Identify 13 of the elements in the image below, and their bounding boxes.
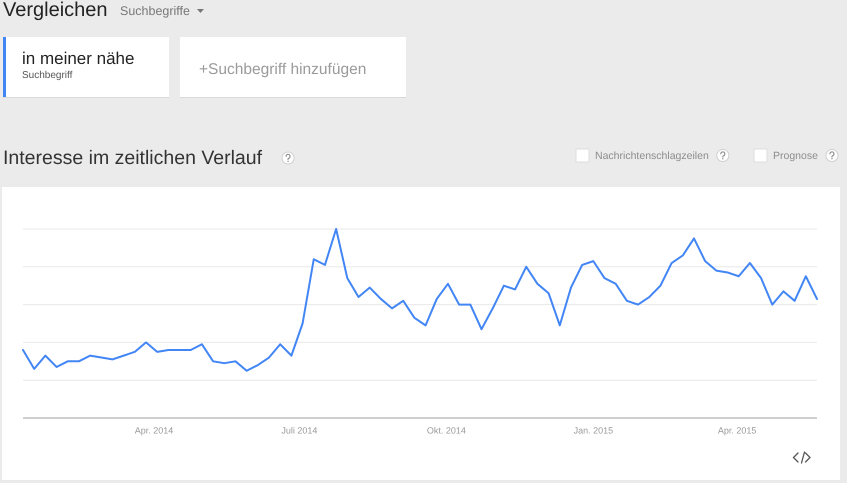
x-tick-label: Okt. 2014 (426, 425, 466, 436)
text: Suchbegriffe (120, 4, 190, 18)
text: Vergleichen (3, 0, 108, 21)
x-tick-label: Juli 2014 (281, 425, 318, 436)
text: Nachrichtenschlagzeilen (595, 150, 709, 162)
text: Suchbegriff (22, 70, 73, 81)
text: +Suchbegriff hinzufügen (199, 61, 366, 78)
x-tick-label: Jan. 2015 (574, 425, 614, 436)
chart-title: Interesse im zeitlichen Verlauf (3, 147, 263, 169)
text: Prognose (773, 150, 818, 162)
text: in meiner nähe (22, 49, 134, 68)
x-tick-label: Apr. 2015 (718, 425, 756, 436)
x-tick-label: Apr. 2014 (134, 425, 174, 436)
